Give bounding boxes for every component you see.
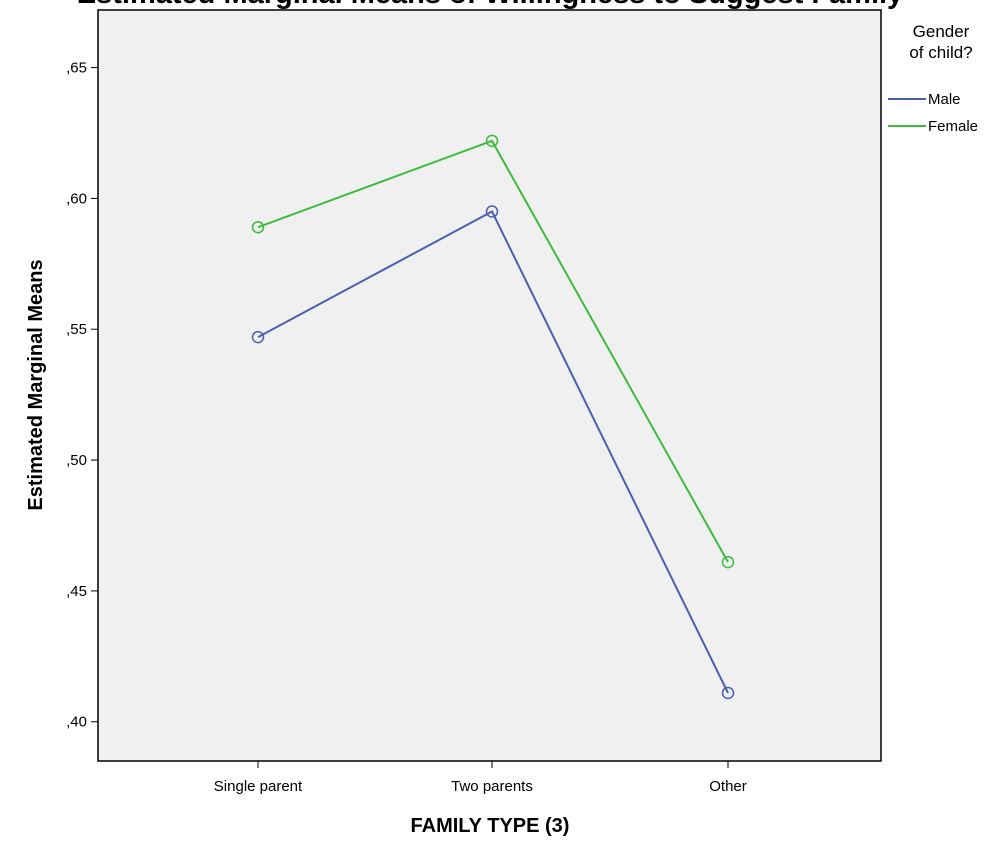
y-tick-label: ,45 bbox=[66, 583, 87, 600]
legend-label-female: Female bbox=[928, 118, 978, 135]
data-point-male bbox=[721, 686, 735, 700]
series-line-female bbox=[257, 139, 729, 563]
data-point-female bbox=[721, 555, 735, 569]
x-axis-ticks: Single parent Two parents Other bbox=[214, 761, 747, 795]
data-point-male bbox=[485, 205, 499, 218]
legend: Gender of child? Male Female bbox=[888, 22, 978, 135]
legend-title-line-2: of child? bbox=[909, 43, 972, 62]
y-tick-label: ,60 bbox=[66, 190, 87, 207]
y-tick-label: ,50 bbox=[66, 452, 87, 469]
data-point-male bbox=[251, 330, 265, 344]
legend-label-male: Male bbox=[928, 91, 961, 108]
x-tick-label: Two parents bbox=[451, 778, 533, 795]
x-axis-title: FAMILY TYPE (3) bbox=[411, 815, 570, 837]
x-tick-label: Single parent bbox=[214, 778, 303, 795]
data-point-female bbox=[251, 220, 265, 234]
chart-title: Estimated Marginal Means of Willingness … bbox=[77, 0, 903, 10]
y-tick-label: ,65 bbox=[66, 60, 87, 77]
x-tick-label: Other bbox=[709, 778, 747, 795]
data-point-female bbox=[485, 134, 499, 148]
series-line-male bbox=[257, 210, 729, 694]
y-axis-ticks: ,40 ,45 ,50 ,55 ,60 ,65 bbox=[66, 60, 98, 731]
y-axis-title: Estimated Marginal Means bbox=[25, 259, 47, 510]
plot-area bbox=[97, 9, 882, 762]
y-tick-label: ,55 bbox=[66, 321, 87, 338]
legend-title-line-1: Gender bbox=[913, 22, 970, 41]
y-tick-label: ,40 bbox=[66, 714, 87, 731]
series-layer bbox=[251, 134, 735, 700]
